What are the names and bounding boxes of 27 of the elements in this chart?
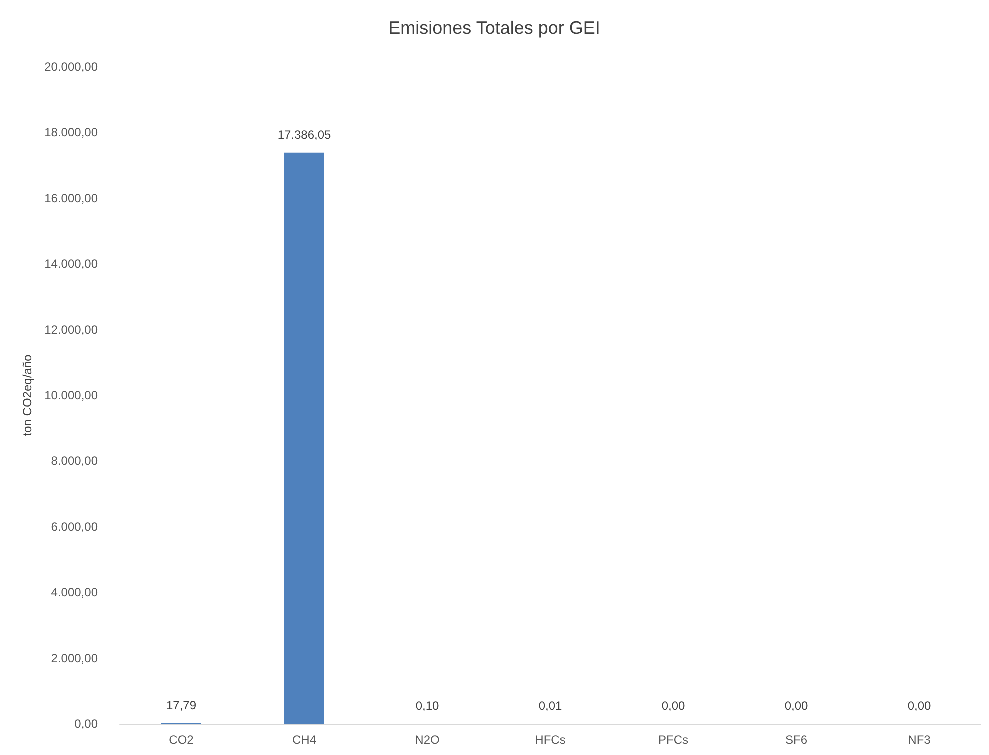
x-tick-label: CH4 [292,733,317,747]
y-tick-label: 6.000,00 [51,520,98,534]
chart-title: Emisiones Totales por GEI [388,18,600,38]
data-label: 17.386,05 [278,128,332,142]
y-tick-label: 0,00 [74,717,98,731]
x-tick-label: CO2 [169,733,194,747]
data-label: 0,00 [908,699,932,713]
y-tick-label: 16.000,00 [44,191,98,206]
x-tick-label: N2O [415,733,440,747]
y-tick-label: 10.000,00 [44,388,98,402]
y-tick-label: 14.000,00 [44,257,98,272]
data-label: 0,10 [416,698,440,713]
y-tick-label: 12.000,00 [44,322,98,337]
data-label: 0,00 [784,699,808,713]
data-label: 0,00 [662,699,686,713]
data-label: 0,01 [538,699,562,713]
x-tick-label: NF3 [908,733,932,747]
y-axis-title: ton CO2eq/año [20,354,35,436]
y-tick-label: 18.000,00 [44,126,98,140]
y-tick-label: 4.000,00 [51,586,98,600]
x-tick-label: HFCs [535,733,566,747]
y-tick-label: 2.000,00 [51,651,98,666]
y-tick-label: 20.000,00 [44,60,98,74]
x-tick-label: SF6 [785,733,808,747]
data-label: 17,79 [166,698,197,712]
x-tick-label: PFCs [658,733,688,747]
y-tick-label: 8.000,00 [51,454,98,468]
